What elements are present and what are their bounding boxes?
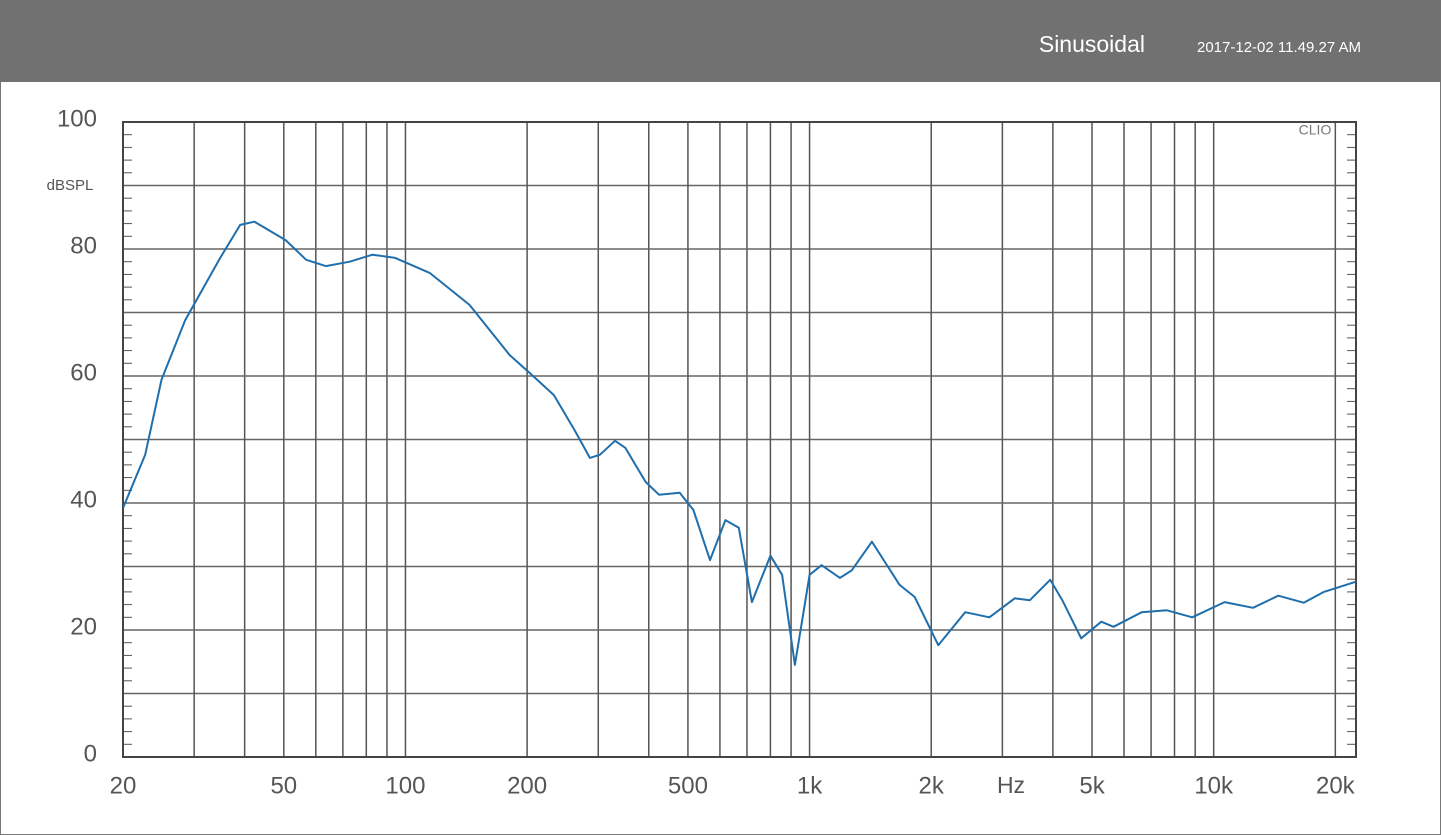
header-title: Sinusoidal [1039, 31, 1145, 57]
x-axis-label: Hz [997, 772, 1025, 798]
x-tick-label: 200 [507, 772, 547, 799]
y-tick-label: 20 [70, 613, 97, 640]
plot-frame [122, 121, 1357, 758]
y-tick-label: 40 [70, 486, 97, 513]
y-tick-label: 100 [57, 105, 97, 132]
x-tick-label: 50 [270, 772, 297, 799]
response-line [122, 220, 1357, 666]
y-tick-label: 80 [70, 232, 97, 259]
header-bar [0, 0, 1441, 82]
y-tick-label: 0 [84, 740, 97, 767]
x-tick-label: 5k [1079, 772, 1105, 799]
x-tick-label: 1k [797, 772, 823, 799]
x-tick-label: 20 [110, 772, 137, 799]
x-tick-label: 2k [919, 772, 945, 799]
x-tick-label: 10k [1194, 772, 1234, 799]
y-tick-label: 60 [70, 359, 97, 386]
x-tick-label: 500 [668, 772, 708, 799]
y-axis-label: dBSPL [47, 177, 94, 194]
x-tick-label: 20k [1316, 772, 1356, 799]
x-tick-label: 100 [385, 772, 425, 799]
watermark: CLIO [1299, 122, 1332, 138]
header-timestamp: 2017-12-02 11.49.27 AM [1197, 39, 1361, 56]
